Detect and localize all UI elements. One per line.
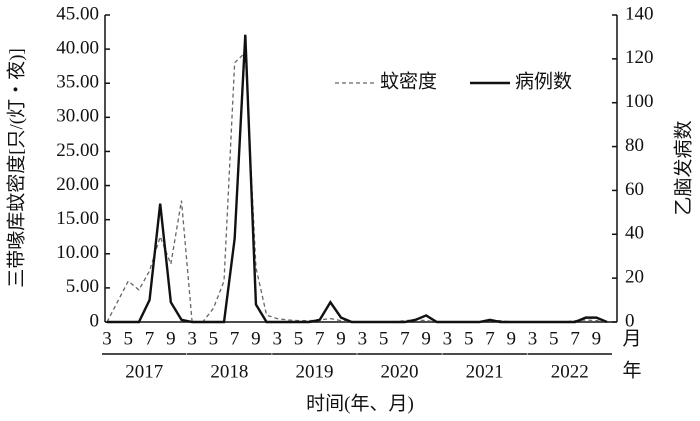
x-tick-label: 5 <box>124 328 134 349</box>
y-tick-label: 25.00 <box>56 140 99 161</box>
x-tick-label: 3 <box>358 328 368 349</box>
year-label: 2019 <box>295 361 333 382</box>
x-tick-label: 3 <box>443 328 453 349</box>
x-tick-label: 5 <box>464 328 474 349</box>
y2-tick-label: 120 <box>625 47 654 68</box>
y-tick-label: 40.00 <box>56 37 99 58</box>
x-tick-label: 9 <box>507 328 517 349</box>
y2-tick-label: 0 <box>625 310 635 331</box>
x-tick-label: 9 <box>166 328 176 349</box>
x-tick-label: 3 <box>102 328 112 349</box>
year-label: 2022 <box>551 361 589 382</box>
y-tick-label: 45.00 <box>56 3 99 24</box>
x-tick-label: 5 <box>549 328 559 349</box>
y-tick-label: 15.00 <box>56 208 99 229</box>
year-unit: 年 <box>622 359 641 381</box>
x-tick-label: 3 <box>187 328 197 349</box>
x-tick-label: 7 <box>485 328 495 349</box>
y2-tick-label: 20 <box>625 267 644 288</box>
series-line <box>107 34 608 324</box>
y-tick-label: 30.00 <box>56 106 99 127</box>
y2-axis-label: 乙脑发病数 <box>672 120 694 215</box>
series-line <box>106 51 608 323</box>
x-tick-label: 7 <box>400 328 410 349</box>
year-label: 2017 <box>125 361 163 382</box>
x-tick-label: 9 <box>251 328 261 349</box>
x-tick-label: 9 <box>336 328 346 349</box>
y2-tick-label: 140 <box>625 3 654 24</box>
legend-label: 蚊密度 <box>380 70 437 92</box>
y2-tick-label: 100 <box>625 91 654 112</box>
year-label: 2018 <box>210 361 248 382</box>
y2-tick-label: 40 <box>625 223 644 244</box>
x-tick-label: 5 <box>379 328 389 349</box>
year-label: 2020 <box>381 361 419 382</box>
y-tick-label: 10.00 <box>56 242 99 263</box>
y-tick-label: 0 <box>90 310 100 331</box>
y-tick-label: 5.00 <box>66 276 99 297</box>
x-tick-label: 9 <box>592 328 602 349</box>
y-tick-label: 20.00 <box>56 174 99 195</box>
x-tick-label: 3 <box>528 328 538 349</box>
legend-label: 病例数 <box>515 70 572 92</box>
x-tick-label: 7 <box>145 328 155 349</box>
x-tick-label: 7 <box>230 328 240 349</box>
x-tick-label: 5 <box>209 328 219 349</box>
x-tick-label: 7 <box>315 328 325 349</box>
y-axis-label: 三带喙库蚊密度[只/(灯・夜)] <box>5 48 27 288</box>
x-tick-label: 3 <box>272 328 282 349</box>
y-tick-label: 35.00 <box>56 72 99 93</box>
x-tick-label: 7 <box>570 328 580 349</box>
x-axis-label: 时间(年、月) <box>306 392 414 414</box>
y2-tick-label: 80 <box>625 135 644 156</box>
year-label: 2021 <box>466 361 504 382</box>
month-unit: 月 <box>622 328 641 349</box>
x-tick-label: 9 <box>421 328 431 349</box>
y2-tick-label: 60 <box>625 179 644 200</box>
x-tick-label: 5 <box>294 328 304 349</box>
